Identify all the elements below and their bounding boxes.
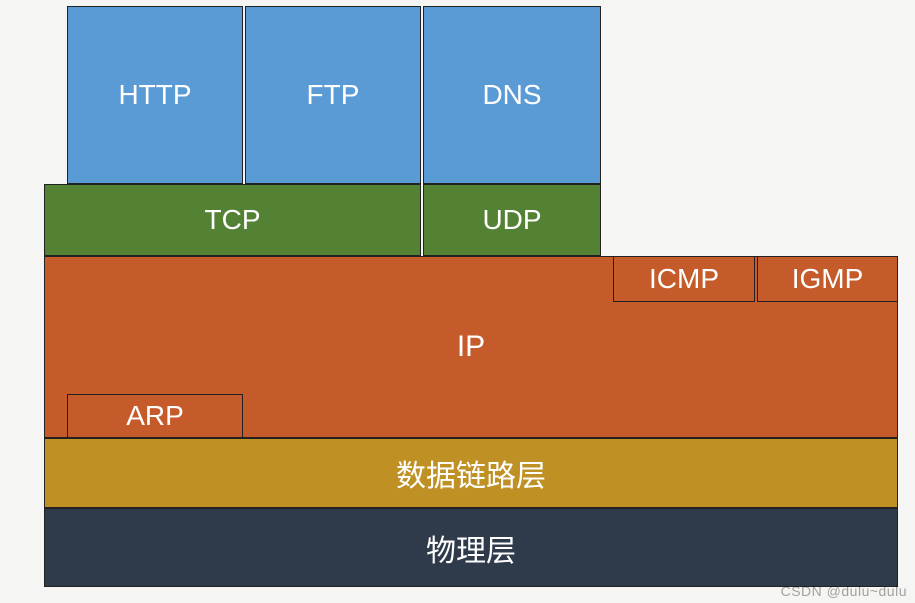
transport-tcp-box: TCP [44,184,421,256]
transport-udp-box: UDP [423,184,601,256]
app-http-box: HTTP [67,6,243,184]
network-igmp-box: IGMP [757,256,898,302]
datalink-box: 数据链路层 [44,438,898,508]
physical-box: 物理层 [44,508,898,587]
transport-tcp-label: TCP [205,204,261,236]
network-stack-diagram: HTTP FTP DNS TCP UDP IP ICMP IGMP ARP 数据… [0,0,915,603]
watermark-text: CSDN @dulu~dulu [781,583,907,599]
app-http-label: HTTP [118,79,191,111]
transport-udp-label: UDP [482,204,541,236]
datalink-label: 数据链路层 [396,451,546,495]
network-ip-label: IP [457,330,485,364]
network-arp-label: ARP [126,400,184,432]
physical-label: 物理层 [426,526,516,570]
app-dns-label: DNS [482,79,541,111]
network-icmp-label: ICMP [649,263,719,295]
network-arp-box: ARP [67,394,243,438]
app-ftp-box: FTP [245,6,421,184]
network-igmp-label: IGMP [792,263,864,295]
network-icmp-box: ICMP [613,256,755,302]
app-dns-box: DNS [423,6,601,184]
app-ftp-label: FTP [307,79,360,111]
